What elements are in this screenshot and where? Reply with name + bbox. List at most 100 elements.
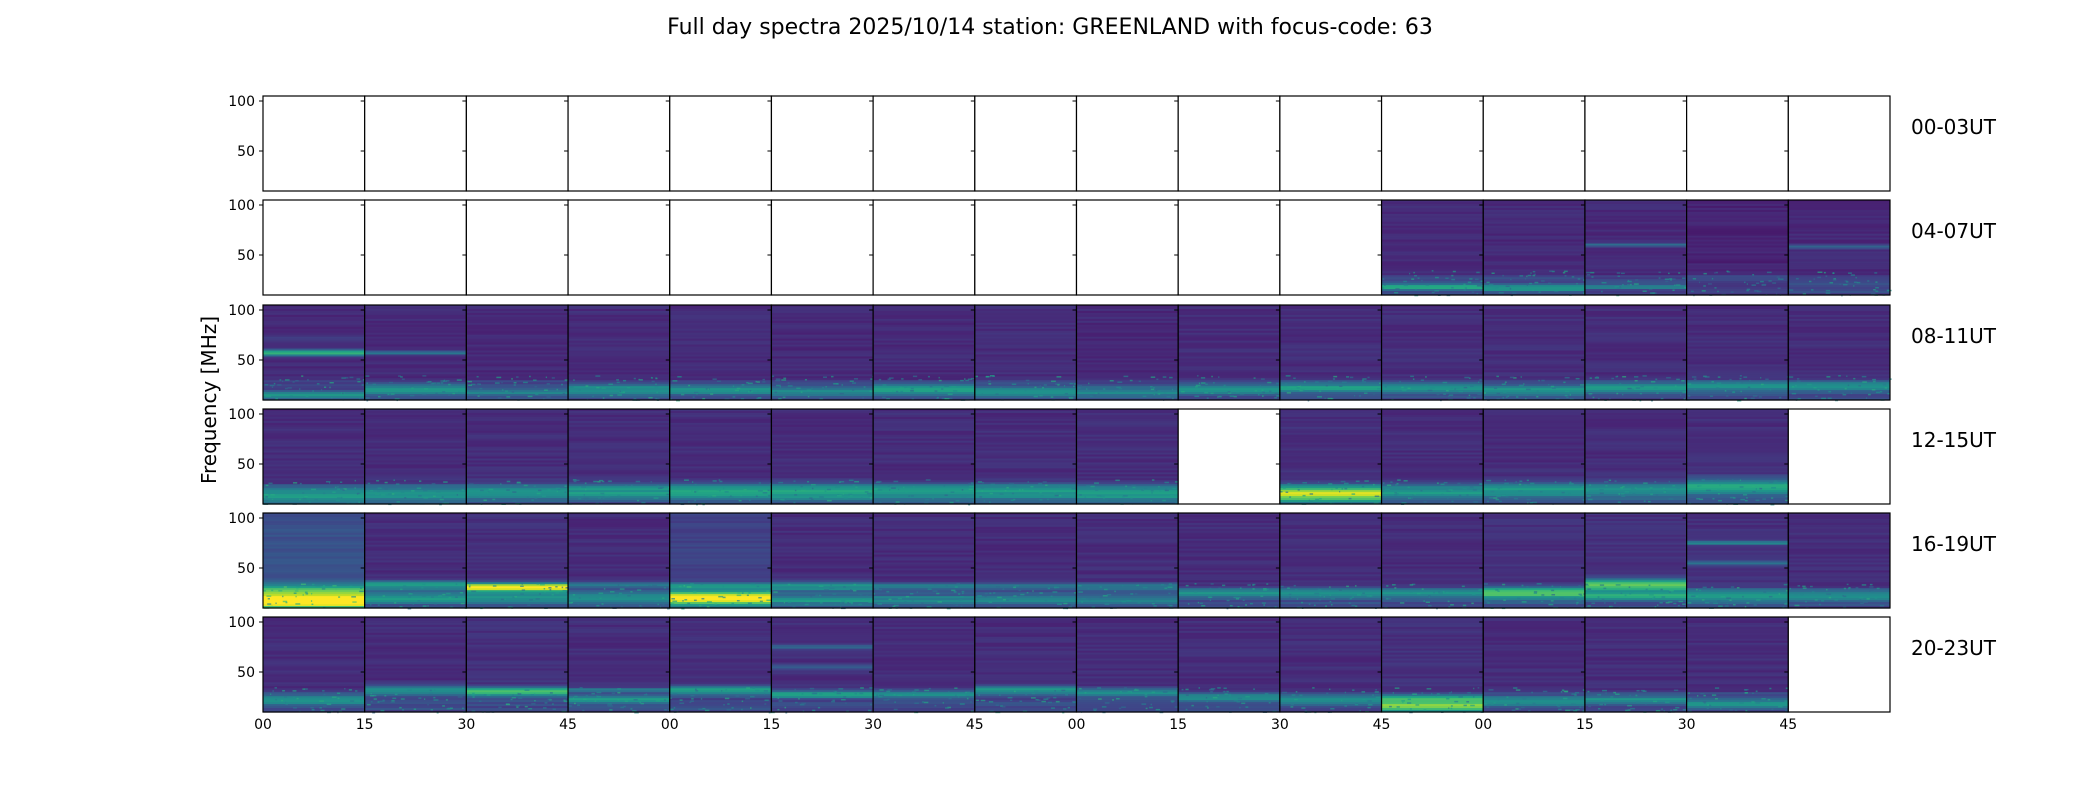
spectrum-strip (1686, 338, 1789, 342)
spectrum-strip (1584, 528, 1687, 532)
rfi-speckle (793, 501, 796, 504)
spectrum-strip (1686, 316, 1789, 320)
spectrum-strip (974, 454, 1077, 458)
spectrum-strip (669, 454, 772, 458)
spectrum-strip (364, 538, 467, 542)
spectrum-strip (1381, 513, 1484, 516)
rfi-speckle (1674, 385, 1677, 387)
rfi-speckle (687, 602, 691, 605)
rfi-speckle (843, 497, 848, 499)
spectrum-strip (669, 516, 772, 520)
spectrum-strip (974, 358, 1077, 362)
spectrum-strip (1483, 368, 1585, 371)
spectrum-strip (1381, 330, 1484, 334)
rfi-speckle (889, 484, 893, 486)
spectrum-strip (364, 330, 467, 334)
rfi-speckle (1401, 386, 1404, 389)
rfi-speckle (1131, 485, 1136, 487)
rfi-speckle (343, 488, 347, 490)
spectrum-strip (1483, 596, 1585, 599)
rfi-speckle (1164, 489, 1169, 492)
spectrum-strip (263, 596, 365, 599)
rfi-speckle (1369, 595, 1373, 597)
spectrum-strip (1584, 362, 1687, 365)
spectrum-strip (1788, 378, 1890, 381)
spectrum-strip (1788, 350, 1890, 354)
spectrum-strip (1381, 564, 1484, 568)
spectrum-strip (1076, 306, 1179, 310)
rfi-speckle (410, 385, 414, 388)
rfi-speckle (900, 390, 904, 393)
spectrum-strip (1076, 544, 1179, 548)
rfi-speckle (1622, 375, 1627, 378)
spectrum-strip (1584, 436, 1687, 440)
rfi-speckle (1620, 592, 1623, 595)
spectrum-strip (263, 513, 365, 516)
spectrum-strip (1381, 275, 1484, 278)
spectrum-strip (1686, 342, 1789, 346)
rfi-speckle (1648, 584, 1651, 587)
spectrum-strip (1584, 590, 1687, 593)
spectrum-strip (1584, 500, 1687, 503)
rfi-speckle (987, 584, 992, 587)
spectrum-strip (466, 330, 569, 334)
rfi-speckle (805, 600, 810, 603)
spectrum-strip (1381, 225, 1484, 229)
spectrum-strip (1483, 586, 1585, 589)
spectrum-strip (1686, 398, 1789, 401)
spectrum-strip (1584, 245, 1687, 249)
spectrum-strip (669, 438, 772, 442)
rfi-speckle (1492, 287, 1495, 289)
rfi-speckle (1617, 501, 1621, 503)
spectrum-strip (1381, 432, 1484, 436)
spectrum-strip (568, 428, 670, 432)
spectrum-strip (568, 418, 670, 422)
spectrum-strip (1788, 253, 1890, 257)
spectrum-strip (1279, 386, 1382, 389)
spectrum-strip (263, 324, 365, 328)
rfi-speckle (1730, 291, 1734, 293)
spectrogram-panel (1580, 304, 1688, 402)
rfi-speckle (1280, 491, 1283, 493)
spectrum-strip (1279, 513, 1382, 516)
rfi-speckle (1473, 396, 1476, 399)
rfi-speckle (596, 386, 600, 389)
spectrum-strip (669, 322, 772, 326)
rfi-speckle (483, 499, 487, 502)
rfi-speckle (1564, 390, 1570, 393)
rfi-speckle (1366, 595, 1372, 597)
spectrum-strip (771, 396, 874, 399)
spectrum-strip (1584, 446, 1687, 450)
rfi-speckle (779, 386, 781, 388)
spectrum-strip (1686, 414, 1789, 418)
spectrum-strip (1686, 293, 1789, 296)
spectrum-strip (1584, 217, 1687, 221)
rfi-speckle (848, 493, 853, 496)
spectrum-strip (568, 502, 670, 505)
rfi-speckle (1012, 485, 1017, 487)
spectrum-strip (466, 600, 569, 603)
rfi-speckle (1094, 482, 1099, 484)
rfi-speckle (882, 384, 887, 386)
rfi-speckle (756, 397, 759, 400)
spectrum-strip (1381, 217, 1484, 221)
spectrum-strip (1788, 390, 1890, 393)
spectrum-strip (263, 518, 365, 522)
spectrum-strip (1381, 468, 1484, 471)
spectrum-strip (974, 588, 1077, 591)
spectrum-strip (1076, 554, 1179, 558)
rfi-speckle (1414, 596, 1417, 598)
spectrum-strip (1788, 338, 1890, 342)
spectrum-strip (263, 636, 365, 640)
rfi-speckle (1068, 397, 1074, 399)
rfi-speckle (390, 393, 395, 395)
rfi-speckle (1872, 380, 1876, 383)
spectrum-strip (1076, 482, 1179, 485)
spectrum-strip (568, 578, 670, 581)
rfi-speckle (265, 496, 268, 498)
empty-panel (974, 96, 1077, 191)
spectrum-strip (1686, 474, 1789, 477)
rfi-speckle (512, 491, 517, 493)
rfi-speckle (325, 481, 331, 483)
